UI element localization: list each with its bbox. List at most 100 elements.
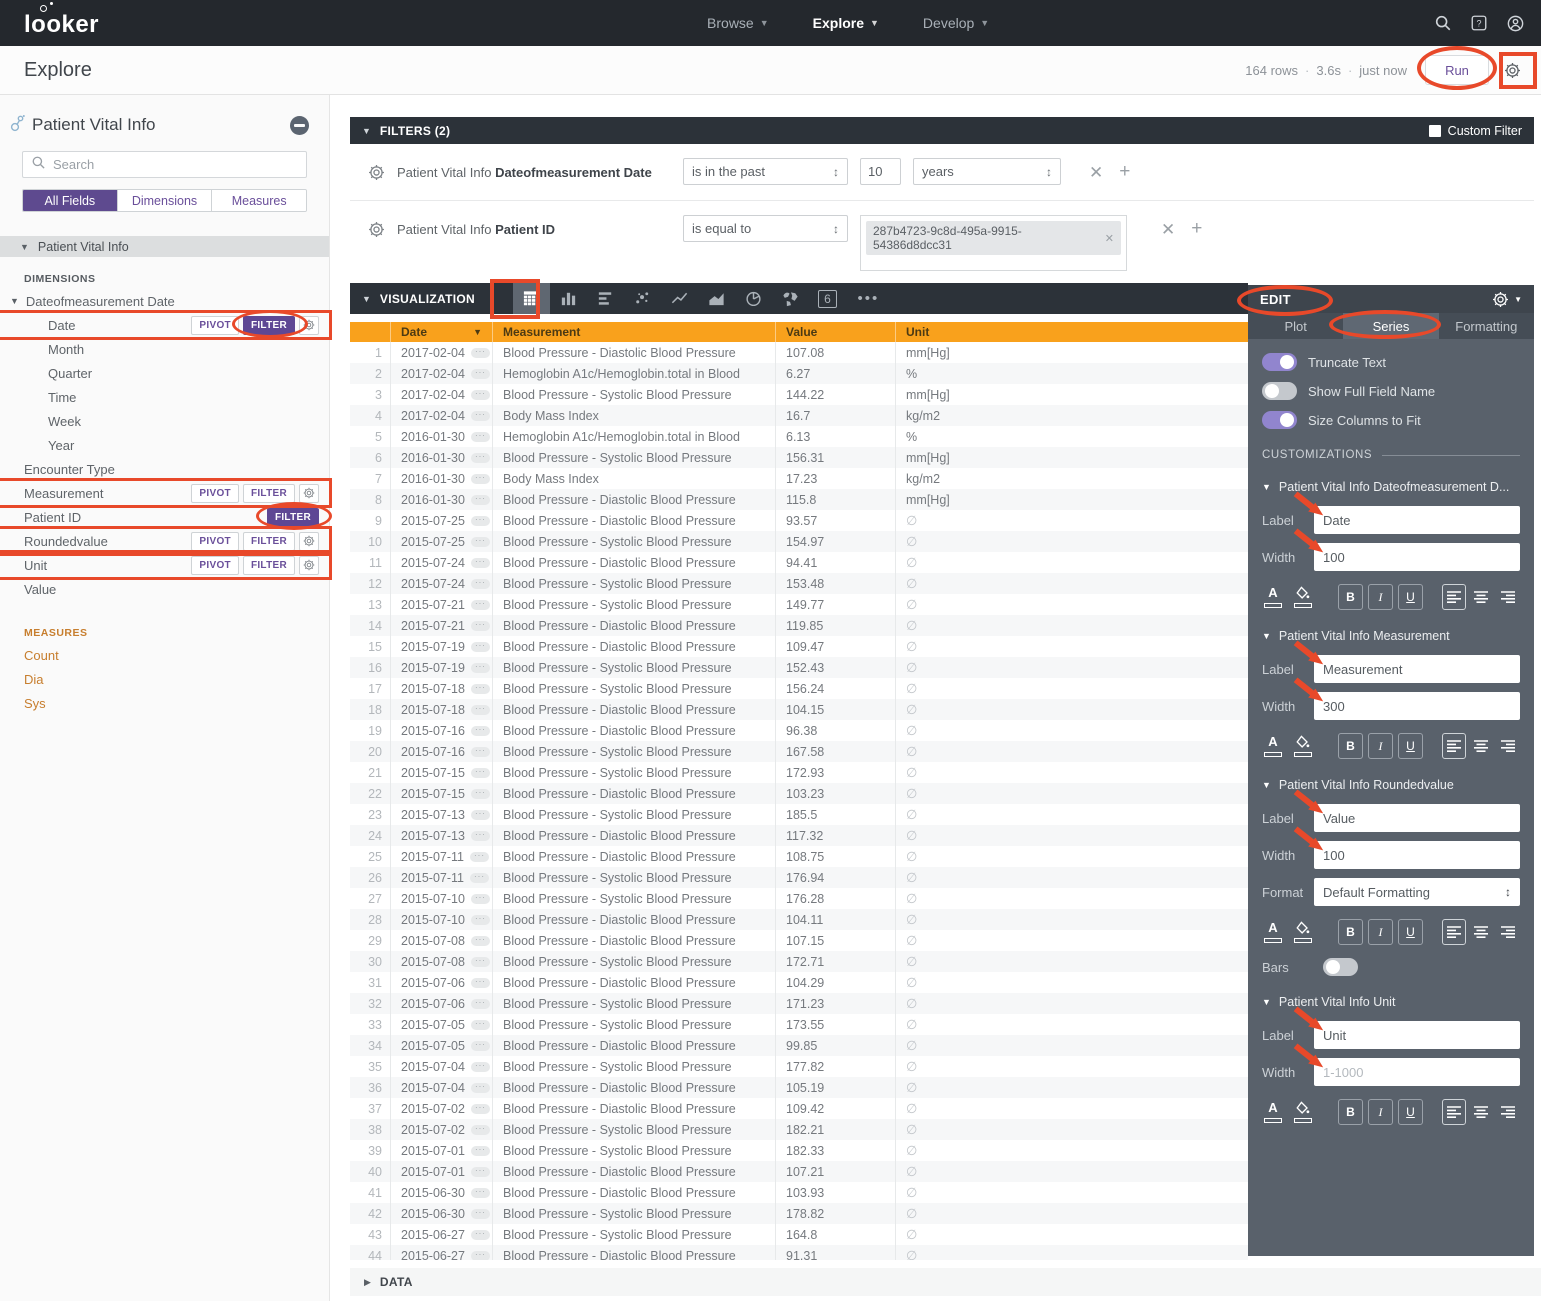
edit-tab-series[interactable]: Series (1343, 313, 1439, 339)
cell-measurement[interactable]: Blood Pressure - Systolic Blood Pressure (492, 804, 775, 825)
cell-unit[interactable]: mm[Hg] (895, 342, 1248, 363)
cell-value[interactable]: 108.75 (775, 846, 895, 867)
viz-type-map-icon[interactable] (772, 283, 809, 314)
text-color-button[interactable]: A (1264, 1100, 1282, 1123)
cell-measurement[interactable]: Blood Pressure - Diastolic Blood Pressur… (492, 489, 775, 510)
cell-menu-icon[interactable]: ··· (470, 767, 490, 778)
cell-menu-icon[interactable]: ··· (470, 809, 490, 820)
cell-menu-icon[interactable]: ··· (470, 1166, 490, 1177)
cell-measurement[interactable]: Blood Pressure - Diastolic Blood Pressur… (492, 1161, 775, 1182)
sidebar-field-week[interactable]: Week (0, 409, 329, 433)
width-input[interactable] (1314, 692, 1520, 720)
filter-tag-box[interactable]: 287b4723-9c8d-495a-9915-54386d8dcc31 ✕ (860, 215, 1127, 271)
cell-menu-icon[interactable]: ··· (470, 578, 490, 589)
cell-date[interactable]: 2016-01-30 ··· (390, 447, 492, 468)
cell-measurement[interactable]: Blood Pressure - Diastolic Blood Pressur… (492, 972, 775, 993)
cell-unit[interactable]: ∅ (895, 657, 1248, 678)
cell-value[interactable]: 104.29 (775, 972, 895, 993)
cell-measurement[interactable]: Blood Pressure - Diastolic Blood Pressur… (492, 552, 775, 573)
cell-date[interactable]: 2015-07-10 ··· (390, 888, 492, 909)
align-center-button[interactable] (1469, 919, 1493, 945)
width-input[interactable] (1314, 1058, 1520, 1086)
cell-date[interactable]: 2015-07-18 ··· (390, 678, 492, 699)
cell-unit[interactable]: ∅ (895, 594, 1248, 615)
cell-menu-icon[interactable]: ··· (470, 998, 490, 1009)
cell-date[interactable]: 2015-07-19 ··· (390, 636, 492, 657)
cell-measurement[interactable]: Blood Pressure - Diastolic Blood Pressur… (492, 783, 775, 804)
cell-measurement[interactable]: Blood Pressure - Systolic Blood Pressure (492, 1224, 775, 1245)
cell-menu-icon[interactable]: ··· (470, 515, 490, 526)
text-color-button[interactable]: A (1264, 585, 1282, 608)
cell-value[interactable]: 93.57 (775, 510, 895, 531)
visualization-section-bar[interactable]: ▼ VISUALIZATION 6 ••• (350, 283, 1248, 314)
cell-unit[interactable]: ∅ (895, 846, 1248, 867)
cell-unit[interactable]: ∅ (895, 1140, 1248, 1161)
cell-unit[interactable]: kg/m2 (895, 405, 1248, 426)
cell-value[interactable]: 177.82 (775, 1056, 895, 1077)
field-search[interactable] (22, 151, 307, 178)
cell-unit[interactable]: ∅ (895, 1077, 1248, 1098)
align-right-button[interactable] (1496, 1099, 1520, 1125)
sidebar-field-roundedvalue[interactable]: Roundedvalue PIVOT FILTER (0, 529, 329, 553)
cell-measurement[interactable]: Body Mass Index (492, 468, 775, 489)
cell-measurement[interactable]: Blood Pressure - Diastolic Blood Pressur… (492, 825, 775, 846)
cell-menu-icon[interactable]: ··· (470, 410, 490, 421)
cell-menu-icon[interactable]: ··· (470, 914, 490, 925)
filter-button[interactable]: FILTER (242, 531, 295, 551)
cell-menu-icon[interactable]: ··· (470, 788, 490, 799)
underline-button[interactable]: U (1398, 584, 1423, 610)
cell-value[interactable]: 119.85 (775, 615, 895, 636)
toggle-truncate-text[interactable] (1262, 353, 1297, 371)
cell-date[interactable]: 2017-02-04 ··· (390, 363, 492, 384)
cell-date[interactable]: 2015-07-18 ··· (390, 699, 492, 720)
cell-value[interactable]: 107.21 (775, 1161, 895, 1182)
sidebar-field-patient-id[interactable]: Patient ID FILTER (0, 501, 332, 530)
cell-value[interactable]: 103.23 (775, 783, 895, 804)
fields-tab-dimensions[interactable]: Dimensions (116, 190, 212, 211)
search-icon[interactable] (1434, 14, 1452, 32)
cell-unit[interactable]: ∅ (895, 531, 1248, 552)
cell-value[interactable]: 107.08 (775, 342, 895, 363)
cell-menu-icon[interactable]: ··· (470, 746, 490, 757)
cell-value[interactable]: 185.5 (775, 804, 895, 825)
cell-value[interactable]: 96.38 (775, 720, 895, 741)
align-left-button[interactable] (1442, 733, 1466, 759)
cell-date[interactable]: 2015-07-01 ··· (390, 1161, 492, 1182)
cell-value[interactable]: 91.31 (775, 1245, 895, 1260)
cell-menu-icon[interactable]: ··· (470, 725, 490, 736)
cell-value[interactable]: 173.55 (775, 1014, 895, 1035)
cell-date[interactable]: 2015-07-04 ··· (390, 1077, 492, 1098)
cell-menu-icon[interactable]: ··· (470, 704, 490, 715)
cell-unit[interactable]: ∅ (895, 951, 1248, 972)
align-right-button[interactable] (1496, 919, 1520, 945)
cell-measurement[interactable]: Body Mass Index (492, 405, 775, 426)
cell-menu-icon[interactable]: ··· (470, 494, 490, 505)
run-button[interactable]: Run (1425, 55, 1489, 85)
cell-measurement[interactable]: Blood Pressure - Systolic Blood Pressure (492, 1203, 775, 1224)
cell-date[interactable]: 2015-07-11 ··· (390, 867, 492, 888)
account-icon[interactable] (1506, 14, 1525, 33)
gear-icon[interactable] (1497, 55, 1527, 85)
cell-value[interactable]: 153.48 (775, 573, 895, 594)
cell-value[interactable]: 182.21 (775, 1119, 895, 1140)
gear-icon[interactable] (299, 315, 319, 335)
cell-date[interactable]: 2015-07-02 ··· (390, 1098, 492, 1119)
cell-value[interactable]: 6.27 (775, 363, 895, 384)
gear-icon[interactable] (368, 221, 385, 243)
filter-value-input[interactable] (860, 158, 901, 185)
cell-date[interactable]: 2015-07-05 ··· (390, 1014, 492, 1035)
sidebar-field-time[interactable]: Time (0, 385, 329, 409)
cell-date[interactable]: 2015-07-01 ··· (390, 1140, 492, 1161)
cell-date[interactable]: 2017-02-04 ··· (390, 342, 492, 363)
cell-unit[interactable]: ∅ (895, 783, 1248, 804)
cell-menu-icon[interactable]: ··· (470, 368, 490, 379)
search-input[interactable] (53, 157, 298, 172)
cell-menu-icon[interactable]: ··· (470, 1250, 490, 1260)
viz-type-scatter-icon[interactable] (624, 283, 661, 314)
cell-unit[interactable]: ∅ (895, 1035, 1248, 1056)
pivot-button[interactable]: PIVOT (191, 315, 239, 335)
gear-icon[interactable] (299, 483, 319, 503)
cell-value[interactable]: 176.94 (775, 867, 895, 888)
cell-value[interactable]: 117.32 (775, 825, 895, 846)
bold-button[interactable]: B (1338, 919, 1363, 945)
